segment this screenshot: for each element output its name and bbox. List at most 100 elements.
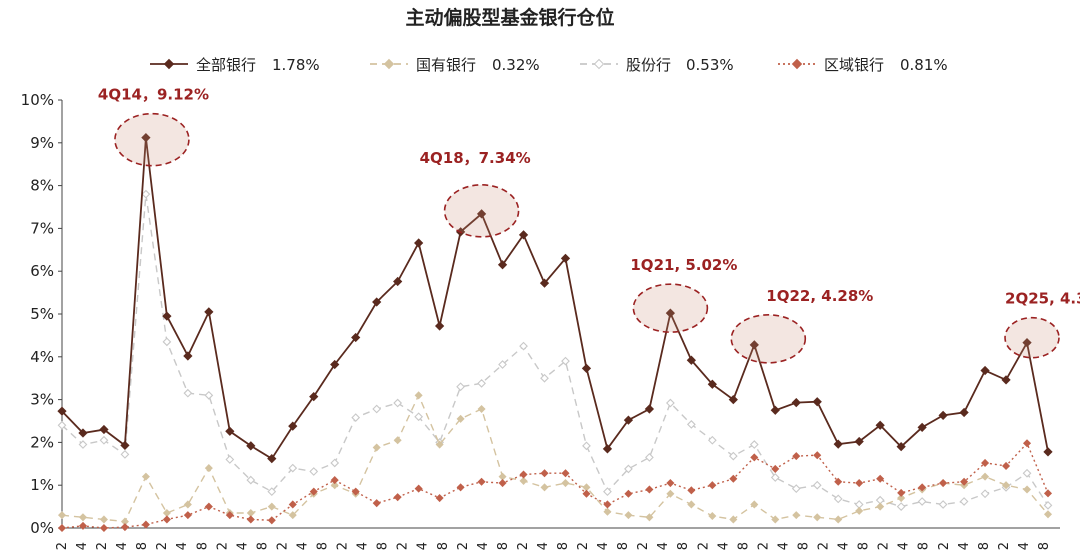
- data-point: [686, 420, 696, 429]
- data-point: [812, 480, 822, 490]
- series-3: [57, 189, 1053, 511]
- series-4: [57, 439, 1053, 533]
- data-point: [876, 474, 885, 483]
- x-tick-label: 2: [696, 542, 711, 550]
- data-point: [246, 475, 256, 485]
- data-point: [897, 494, 906, 503]
- data-point: [351, 332, 361, 343]
- x-tick-label: 8: [917, 542, 932, 550]
- data-point: [1043, 510, 1053, 519]
- data-point: [540, 483, 549, 492]
- data-point: [750, 500, 759, 509]
- data-point: [855, 479, 864, 488]
- chart-title: 主动偏股型基金银行仓位: [405, 6, 614, 29]
- data-point: [1022, 485, 1032, 494]
- legend-marker: [593, 58, 605, 70]
- annotation-ellipse: [443, 184, 520, 238]
- x-tick-label: 2: [997, 542, 1012, 550]
- data-point: [980, 489, 990, 499]
- x-tick-label: 2: [817, 542, 832, 550]
- data-point: [645, 453, 654, 462]
- y-tick-label: 2%: [30, 433, 54, 451]
- data-point: [141, 189, 151, 199]
- data-point: [162, 311, 172, 321]
- legend-series-value: 0.53%: [686, 56, 734, 74]
- data-point: [854, 436, 864, 447]
- data-point: [708, 481, 717, 490]
- data-point: [708, 511, 717, 521]
- data-point: [518, 230, 529, 240]
- data-point: [666, 489, 675, 498]
- x-tick-label: 8: [376, 542, 391, 550]
- data-point: [225, 455, 235, 464]
- data-point: [204, 307, 214, 317]
- data-point: [959, 407, 969, 418]
- data-point: [183, 351, 193, 361]
- y-axis: 0% 1% 2% 3% 4% 5% 6% 7% 8% 9% 10%: [21, 91, 63, 537]
- data-point: [99, 435, 109, 445]
- legend-series-value: 1.78%: [272, 56, 320, 74]
- data-point: [456, 382, 465, 392]
- data-point: [120, 440, 130, 451]
- data-point: [875, 420, 885, 430]
- data-point: [960, 477, 969, 486]
- x-tick-label: 8: [496, 542, 511, 550]
- data-point: [225, 511, 234, 520]
- y-tick-label: 5%: [30, 305, 54, 323]
- data-point: [99, 424, 109, 435]
- x-tick-label: 8: [616, 542, 631, 550]
- series-line: [61, 194, 1049, 508]
- annotation-ellipse: [730, 314, 807, 364]
- data-point: [728, 451, 738, 461]
- x-tick-label: 8: [796, 542, 811, 550]
- x-tick-label: 8: [436, 542, 451, 550]
- data-point: [246, 515, 255, 524]
- y-tick-label: 8%: [30, 177, 54, 195]
- data-point: [288, 463, 298, 473]
- data-point: [351, 413, 361, 422]
- data-point: [288, 421, 298, 431]
- data-point: [393, 276, 403, 287]
- x-tick-label: 4: [536, 542, 551, 550]
- data-point: [57, 420, 67, 430]
- data-point: [204, 390, 214, 400]
- data-point: [918, 483, 927, 492]
- x-tick-label: 4: [416, 542, 431, 550]
- y-tick-label: 7%: [30, 219, 54, 237]
- data-point: [624, 489, 633, 498]
- data-point: [896, 502, 906, 511]
- data-point: [686, 355, 696, 365]
- x-tick-label: 2: [937, 542, 952, 550]
- data-point: [623, 415, 634, 425]
- data-point: [792, 511, 801, 520]
- data-point: [771, 464, 780, 473]
- x-tick-label: 4: [776, 542, 791, 550]
- data-point: [897, 488, 906, 497]
- data-point: [582, 489, 591, 498]
- x-tick-label: 4: [476, 542, 491, 550]
- data-point: [666, 398, 675, 408]
- data-point: [1043, 489, 1053, 498]
- data-point: [519, 470, 528, 479]
- x-tick-label: 4: [175, 542, 190, 550]
- data-point: [834, 477, 843, 486]
- data-point: [57, 406, 67, 416]
- y-tick-label: 4%: [30, 348, 54, 366]
- data-point: [1022, 468, 1032, 478]
- data-point: [938, 410, 948, 421]
- data-point: [728, 394, 738, 405]
- data-point: [938, 500, 948, 509]
- data-point: [141, 133, 151, 143]
- annotation-layer: 4Q14，9.12% 4Q18，7.34% 1Q21, 5.02% 1Q22, 4.2…: [98, 86, 1080, 364]
- data-point: [855, 506, 864, 515]
- data-point: [917, 497, 927, 506]
- data-point: [1022, 439, 1032, 448]
- data-point: [1002, 481, 1011, 490]
- data-point: [477, 378, 486, 388]
- data-point: [981, 458, 990, 467]
- data-point: [78, 428, 88, 438]
- data-point: [645, 485, 654, 494]
- x-tick-label: 2: [877, 542, 892, 550]
- data-point: [791, 397, 801, 408]
